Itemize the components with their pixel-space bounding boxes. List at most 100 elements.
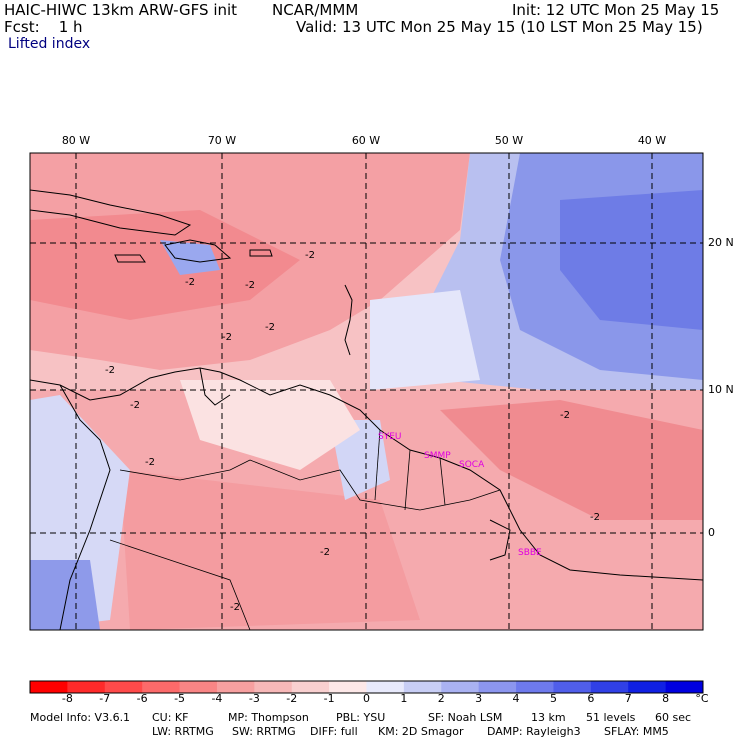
lat-label: 20 N — [708, 236, 734, 249]
colorbar-swatch — [104, 681, 143, 693]
field-region-transition — [370, 290, 480, 390]
colorbar-tick-label: -5 — [174, 692, 186, 705]
field-region-hispaniola-stable — [160, 240, 220, 275]
info-diff: DIFF: full — [310, 725, 358, 738]
coast-cuba — [30, 189, 192, 236]
border-suriname — [404, 449, 411, 511]
contour-labels: -2 -2 -2 -2 -2 -2 -2 -2 -2 -2 -2 -2 — [105, 250, 600, 613]
colorbar-tick-label: -4 — [211, 692, 223, 705]
colorbar-swatch — [628, 681, 667, 693]
colorbar-tick-label: -8 — [61, 692, 73, 705]
map-frame — [29, 152, 704, 631]
contour-label: -2 — [265, 322, 275, 333]
lon-label: 80 W — [61, 134, 91, 147]
colorbar-tick-label: 5 — [549, 692, 557, 705]
field-region-atlantic-peak — [560, 190, 703, 330]
colorbar-tick-label: 2 — [437, 692, 445, 705]
colorbar-swatch — [329, 681, 367, 693]
coast-maracaibo — [199, 367, 231, 406]
colorbar-tick-label: 0 — [363, 692, 370, 705]
colorbar-tick-label: 3 — [475, 692, 483, 705]
lat-label: 0 — [708, 526, 715, 539]
model-title: HAIC-HIWC 13km ARW-GFS init — [4, 1, 238, 19]
contour-label: -2 — [305, 250, 315, 261]
init-time: Init: 12 UTC Mon 25 May 15 — [512, 1, 720, 19]
coastlines — [30, 189, 703, 630]
site-label: SMMP — [424, 451, 451, 461]
colorbar-swatch — [665, 681, 704, 693]
field-region-pacific-core — [30, 560, 100, 630]
lon-label: 50 W — [494, 134, 524, 147]
colorbar-swatch — [216, 681, 255, 693]
colorbar-tick-label: -1 — [323, 692, 335, 705]
graticule — [30, 153, 703, 630]
colorbar-swatch — [478, 681, 517, 693]
lat-label: 10 N — [708, 383, 734, 396]
info-version: Model Info: V3.6.1 — [30, 711, 131, 724]
colorbar-swatch — [441, 681, 480, 693]
borders — [109, 429, 501, 630]
contour-label: -2 — [560, 410, 570, 421]
colorbar-swatch — [291, 681, 330, 693]
colorbar-swatch — [553, 681, 592, 693]
org-label: NCAR/MMM — [272, 1, 359, 19]
coast-hispaniola — [164, 239, 232, 263]
border-french-guiana — [439, 457, 446, 506]
colorbar-swatch — [590, 681, 629, 693]
field-region-interior — [120, 470, 420, 630]
coast-south-america — [30, 367, 703, 581]
colorbar-tick-label: 8 — [662, 692, 670, 705]
lon-label: 70 W — [207, 134, 237, 147]
lon-label: 40 W — [637, 134, 667, 147]
coast-pacific — [59, 384, 111, 630]
contour-label: -2 — [105, 365, 115, 376]
colorbar-tick-label: 7 — [624, 692, 632, 705]
colorbar-swatch — [254, 681, 293, 693]
field-region-guiana-coast — [440, 400, 703, 520]
info-mp: MP: Thompson — [228, 711, 309, 724]
colorbar — [29, 680, 704, 694]
info-sf: SF: Noah LSM — [428, 711, 503, 724]
info-sflay: SFLAY: MM5 — [604, 725, 669, 738]
colorbar-frame — [29, 680, 704, 694]
colorbar-swatch — [179, 681, 218, 693]
colorbar-tick-label: 4 — [512, 692, 520, 705]
border-venezuela-brazil — [249, 459, 501, 511]
coast-jamaica — [114, 254, 146, 263]
contour-label: -2 — [245, 280, 255, 291]
colorbar-swatch — [403, 681, 442, 693]
colorbar-tick-label: -7 — [99, 692, 111, 705]
contour-label: -2 — [222, 332, 232, 343]
valid-time: Valid: 13 UTC Mon 25 May 15 (10 LST Mon … — [296, 18, 703, 36]
colorbar-tick-label: -3 — [248, 692, 260, 705]
colorbar-tick-label: 1 — [400, 692, 408, 705]
colorbar-swatch — [516, 681, 554, 693]
contour-label: -2 — [185, 277, 195, 288]
site-label: SYEU — [378, 432, 402, 442]
info-pbl: PBL: YSU — [336, 711, 386, 724]
contour-label: -2 — [320, 547, 330, 558]
field-region-caribbean-core — [30, 210, 300, 320]
coast-amazon-mouth — [489, 519, 511, 561]
colorbar-tick-label: 6 — [587, 692, 595, 705]
colorbar-tick-label: -2 — [286, 692, 298, 705]
colorbar-swatch — [366, 681, 405, 693]
contour-label: -2 — [590, 512, 600, 523]
border-peru — [109, 539, 251, 630]
info-km: KM: 2D Smagor — [378, 725, 464, 738]
info-timestep: 60 sec — [655, 711, 692, 724]
contour-label: -2 — [230, 602, 240, 613]
site-label: SOCA — [459, 460, 485, 470]
border-guyana — [374, 429, 381, 501]
info-sw: SW: RRTMG — [232, 725, 296, 738]
colorbar-swatch — [67, 681, 106, 693]
forecast-hour: Fcst: 1 h — [4, 18, 83, 36]
info-levels: 51 levels — [586, 711, 636, 724]
contour-label: -2 — [145, 457, 155, 468]
info-lw: LW: RRTMG — [152, 725, 214, 738]
field-name: Lifted index — [8, 36, 91, 52]
info-damp: DAMP: Rayleigh3 — [487, 725, 581, 738]
border-colombia — [119, 459, 251, 481]
site-label: SBBE — [518, 548, 542, 558]
